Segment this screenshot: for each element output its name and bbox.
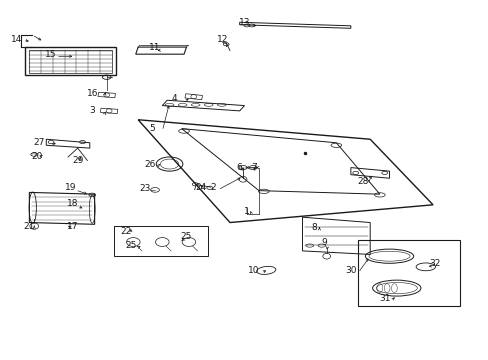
Text: 3: 3 bbox=[89, 107, 95, 116]
Text: 8: 8 bbox=[311, 223, 317, 232]
Bar bbox=[357, 240, 459, 306]
Text: 26: 26 bbox=[144, 159, 156, 168]
Text: 27: 27 bbox=[33, 138, 44, 147]
Text: 16: 16 bbox=[86, 89, 98, 98]
Text: 31: 31 bbox=[378, 294, 389, 303]
Text: 24: 24 bbox=[195, 183, 206, 192]
Text: 25: 25 bbox=[125, 241, 136, 250]
Bar bbox=[114, 226, 208, 256]
Text: 32: 32 bbox=[429, 259, 440, 268]
Text: 20: 20 bbox=[31, 153, 42, 162]
Text: 10: 10 bbox=[248, 266, 260, 275]
Text: 11: 11 bbox=[149, 42, 161, 51]
Text: 18: 18 bbox=[67, 198, 79, 207]
Text: 29: 29 bbox=[72, 156, 83, 165]
Text: 12: 12 bbox=[217, 36, 228, 45]
Text: 23: 23 bbox=[140, 184, 151, 193]
Text: 21: 21 bbox=[23, 221, 35, 230]
Text: 28: 28 bbox=[357, 177, 368, 186]
Text: 4: 4 bbox=[171, 94, 177, 103]
Text: 5: 5 bbox=[149, 124, 155, 133]
Text: 19: 19 bbox=[64, 183, 76, 192]
Text: 30: 30 bbox=[345, 266, 356, 275]
Text: 7: 7 bbox=[251, 163, 257, 172]
Text: 17: 17 bbox=[67, 221, 79, 230]
Text: 13: 13 bbox=[238, 18, 250, 27]
Text: 2: 2 bbox=[210, 183, 215, 192]
Text: 14: 14 bbox=[11, 36, 22, 45]
Text: 25: 25 bbox=[181, 232, 192, 241]
Text: 1: 1 bbox=[244, 207, 249, 216]
Text: 9: 9 bbox=[321, 238, 326, 247]
Text: 15: 15 bbox=[45, 50, 57, 59]
Text: 6: 6 bbox=[236, 163, 242, 172]
Text: 22: 22 bbox=[120, 227, 131, 236]
